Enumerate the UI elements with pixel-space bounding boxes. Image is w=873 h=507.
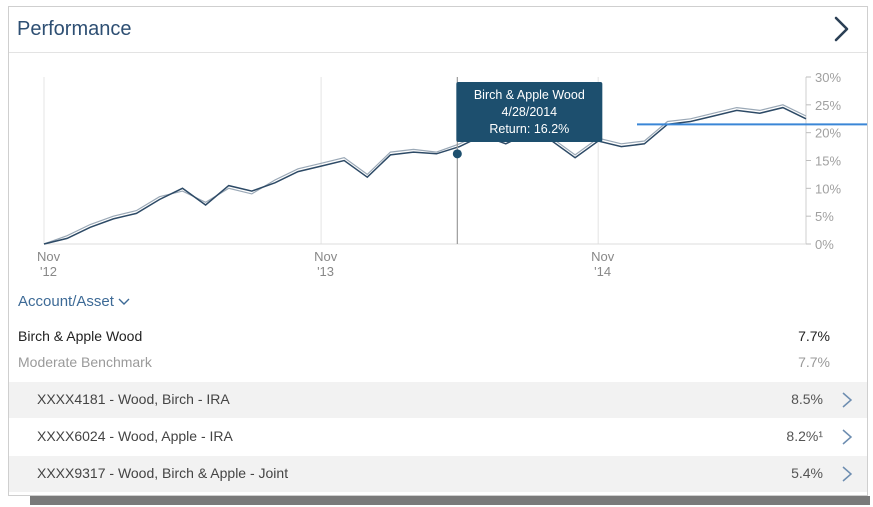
series-line bbox=[43, 106, 807, 245]
chevron-right-icon bbox=[842, 429, 853, 445]
benchmark-name: Moderate Benchmark bbox=[18, 354, 152, 370]
y-tick-label: 0% bbox=[815, 237, 834, 252]
performance-card: Performance 30% 25% 20% 15% 10% 5% 0% Nov '12 Nov… bbox=[8, 6, 868, 496]
data-point-marker bbox=[452, 149, 462, 159]
account-row[interactable]: XXXX6024 - Wood, Apple - IRA 8.2%¹ bbox=[9, 419, 867, 455]
chevron-right-icon bbox=[842, 466, 853, 482]
account-label: XXXX4181 - Wood, Birch - IRA bbox=[37, 391, 230, 407]
card-title: Performance bbox=[17, 18, 132, 40]
card-shadow bbox=[30, 496, 870, 505]
y-tick-label: 15% bbox=[815, 154, 841, 169]
tooltip-date: 4/28/2014 bbox=[502, 105, 558, 119]
account-value: 8.2%¹ bbox=[786, 428, 823, 444]
y-tick-label: 20% bbox=[815, 126, 841, 141]
x-tick-label: '13 bbox=[317, 264, 334, 279]
account-row[interactable]: XXXX4181 - Wood, Birch - IRA 8.5% bbox=[9, 382, 867, 418]
y-tick-label: 10% bbox=[815, 181, 841, 196]
x-tick-label: Nov bbox=[591, 249, 615, 264]
tooltip-name: Birch & Apple Wood bbox=[474, 88, 585, 102]
account-label: XXXX6024 - Wood, Apple - IRA bbox=[37, 428, 233, 444]
tooltip-return: Return: 16.2% bbox=[489, 122, 569, 136]
account-value: 8.5% bbox=[791, 391, 823, 407]
chevron-down-icon bbox=[118, 298, 130, 306]
series-line bbox=[43, 104, 807, 245]
card-header: Performance bbox=[9, 7, 867, 53]
account-row[interactable]: XXXX9317 - Wood, Birch & Apple - Joint 5… bbox=[9, 456, 867, 492]
performance-chart[interactable]: 30%25%20%15%10%5%0%Nov'12Nov'13Nov'14Bir… bbox=[9, 7, 867, 292]
account-asset-label: Account/Asset bbox=[18, 293, 114, 310]
chevron-right-icon[interactable] bbox=[827, 13, 855, 45]
account-value: 5.4% bbox=[791, 465, 823, 481]
x-tick-label: '12 bbox=[40, 264, 57, 279]
benchmark-value: 7.7% bbox=[798, 354, 830, 370]
tooltip-box bbox=[456, 82, 603, 142]
x-tick-label: Nov bbox=[37, 249, 61, 264]
y-tick-label: 5% bbox=[815, 209, 834, 224]
chevron-right-icon bbox=[842, 392, 853, 408]
y-tick-label: 30% bbox=[815, 70, 841, 85]
primary-name: Birch & Apple Wood bbox=[18, 328, 143, 344]
x-tick-label: '14 bbox=[594, 264, 611, 279]
x-tick-label: Nov bbox=[314, 249, 338, 264]
primary-value: 7.7% bbox=[798, 328, 830, 344]
y-tick-label: 25% bbox=[815, 98, 841, 113]
account-asset-dropdown[interactable]: Account/Asset bbox=[18, 293, 130, 310]
account-label: XXXX9317 - Wood, Birch & Apple - Joint bbox=[37, 465, 289, 481]
